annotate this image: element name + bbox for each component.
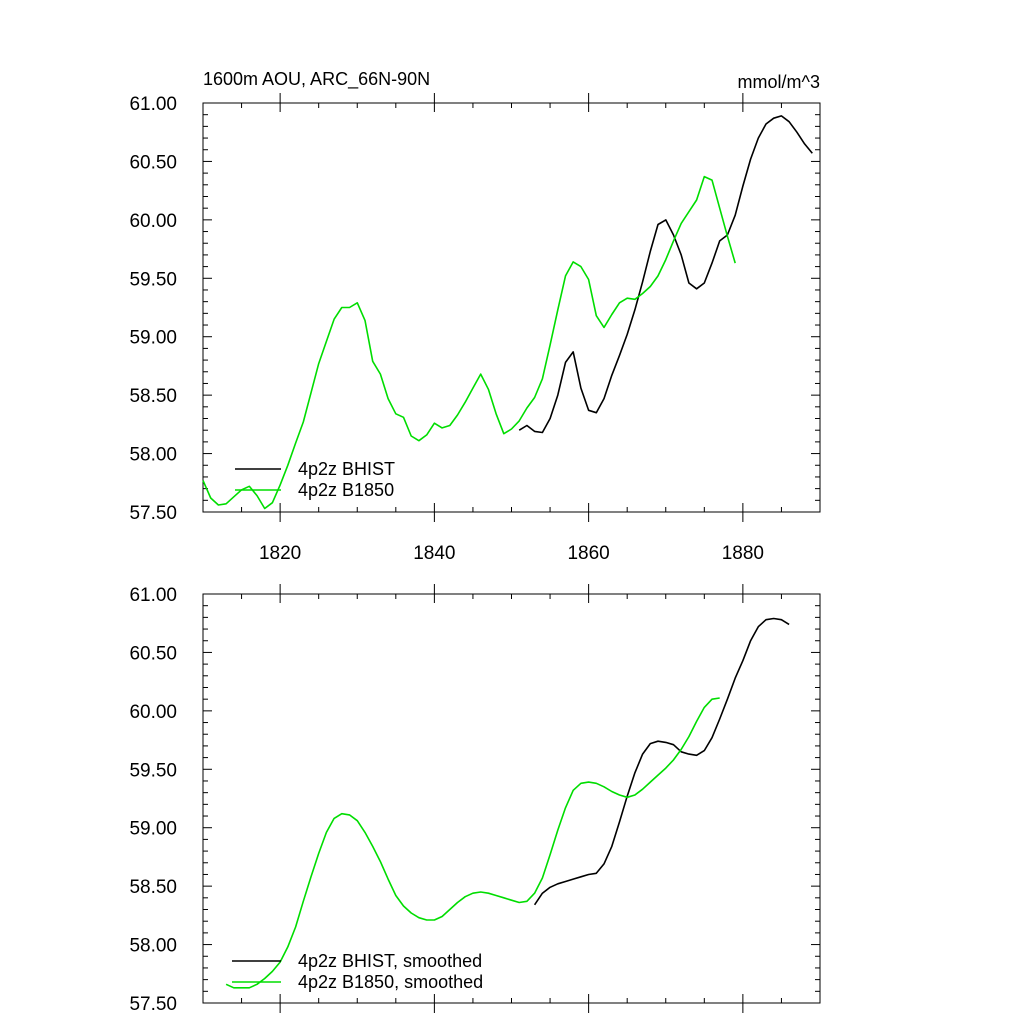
y-tick-label: 58.50 (129, 386, 177, 407)
units-label: mmol/m^3 (738, 72, 820, 92)
y-tick-label: 58.00 (129, 445, 177, 466)
chart-panel-2: 57.50 58.00 58.50 59.00 59.50 60.00 60.50 61.00… (129, 584, 821, 1015)
chart-panel-1: 57.50 58.00 58.50 59.00 59.50 60.00 60.50 61.00… (129, 69, 821, 564)
y-tick-label: 58.50 (129, 877, 177, 898)
x-tick-label: 1880 (722, 543, 764, 564)
y-tick-label: 57.50 (129, 994, 177, 1015)
legend-label: 4p2z B1850 (298, 480, 394, 500)
legend-label: 4p2z BHIST, smoothed (298, 951, 482, 971)
y-tick-label: 61.00 (129, 94, 177, 115)
y-tick-label: 59.50 (129, 760, 177, 781)
y-tick-label: 60.50 (129, 152, 177, 173)
plot-frame (202, 102, 821, 513)
y-tick-label: 60.00 (129, 702, 177, 723)
y-tick-label: 59.50 (129, 269, 177, 290)
x-tick-label: 1820 (259, 543, 301, 564)
series-line-2 (225, 697, 720, 989)
series-line-1 (533, 617, 790, 906)
x-tick-label: 1840 (413, 543, 455, 564)
y-tick-label: 57.50 (129, 503, 177, 524)
y-tick-label: 61.00 (129, 585, 177, 606)
y-tick-label: 60.50 (129, 643, 177, 664)
y-tick-label: 58.00 (129, 936, 177, 957)
series-line-1 (518, 115, 813, 434)
y-tick-label: 59.00 (129, 819, 177, 840)
x-tick-label: 1860 (567, 543, 609, 564)
y-tick-label: 59.00 (129, 328, 177, 349)
legend-label: 4p2z BHIST (298, 459, 395, 479)
legend-label: 4p2z B1850, smoothed (298, 972, 483, 992)
chart-title: 1600m AOU, ARC_66N-90N (203, 69, 430, 90)
plot-frame (202, 593, 821, 1004)
series-line-2 (202, 175, 736, 510)
y-tick-label: 60.00 (129, 211, 177, 232)
